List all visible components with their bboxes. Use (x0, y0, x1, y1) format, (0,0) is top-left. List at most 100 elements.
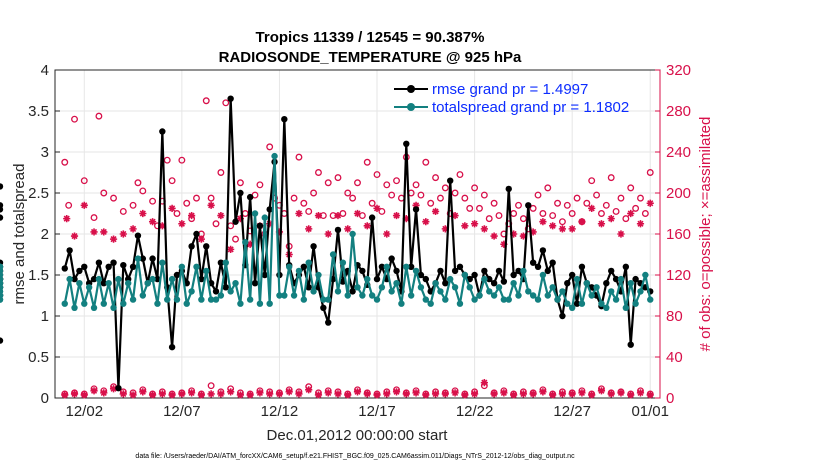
obs-assimilated-marker (129, 391, 137, 399)
obs-assimilated-marker (402, 215, 410, 223)
obs-assimilated-marker (549, 391, 557, 399)
obs-assimilated-marker (275, 228, 284, 236)
rmse-point (486, 275, 493, 283)
legend: rmse grand pr = 1.4997 totalspread grand… (394, 81, 629, 116)
obs-possible-marker (290, 194, 298, 202)
obs-assimilated-marker (314, 211, 323, 220)
obs-assimilated-marker (539, 388, 547, 396)
obs-possible-marker (71, 115, 78, 123)
totalspread-point (456, 300, 464, 307)
rmse-point (544, 267, 551, 275)
obs-assimilated-marker (607, 215, 615, 223)
obs-assimilated-marker (490, 390, 498, 398)
totalspread-point (403, 263, 410, 270)
obs-assimilated-marker (480, 225, 488, 233)
totalspread-point (110, 304, 117, 311)
obs-assimilated-marker (295, 390, 303, 398)
obs-possible-marker (529, 204, 537, 212)
totalspread-point (559, 288, 566, 295)
totalspread-point (237, 300, 244, 307)
y-tick-label-right: 240 (666, 144, 691, 161)
obs-assimilated-marker (109, 385, 118, 393)
obs-possible-marker (412, 181, 420, 189)
obs-possible-marker (378, 207, 386, 215)
obs-assimilated-marker (344, 225, 352, 233)
legend-spread-marker (407, 103, 415, 111)
totalspread-point (583, 280, 591, 287)
y-tick-label-right: 120 (666, 267, 691, 284)
obs-possible-marker (617, 194, 625, 202)
obs-assimilated-marker (431, 207, 440, 216)
obs-assimilated-marker (207, 390, 215, 398)
rmse-point (481, 267, 488, 275)
totalspread-point (276, 292, 283, 299)
totalspread-point (164, 296, 171, 303)
obs-possible-marker (646, 169, 654, 176)
obs-assimilated-marker (412, 389, 420, 397)
totalspread-point (608, 288, 615, 295)
totalspread-point (325, 296, 332, 303)
rmse-point (568, 271, 576, 279)
obs-possible-marker (163, 156, 171, 164)
totalspread-point (0, 284, 4, 291)
totalspread-point (364, 275, 371, 283)
obs-assimilated-marker (588, 391, 596, 399)
obs-assimilated-marker (90, 228, 98, 236)
obs-possible-marker (139, 187, 147, 195)
rmse-point (173, 271, 181, 279)
obs-assimilated-marker (636, 389, 645, 397)
obs-assimilated-marker (305, 225, 313, 233)
totalspread-point (544, 292, 551, 299)
obs-possible-marker (436, 194, 444, 202)
obs-possible-marker (485, 215, 493, 223)
totalspread-point (300, 296, 308, 303)
totalspread-point (339, 259, 347, 266)
obs-possible-marker (90, 214, 98, 222)
totalspread-point (627, 280, 634, 287)
obs-assimilated-marker (627, 209, 635, 218)
obs-assimilated-marker (324, 230, 332, 238)
y-tick-label-left: 3.5 (28, 103, 49, 120)
obs-assimilated-marker (373, 204, 381, 212)
totalspread-point (647, 296, 654, 303)
obs-possible-marker (207, 382, 215, 390)
obs-assimilated-marker (519, 390, 527, 398)
totalspread-point (515, 292, 522, 299)
obs-possible-marker (549, 212, 557, 219)
totalspread-point (100, 300, 107, 307)
chart-title-line2: RADIOSONDE_TEMPERATURE @ 925 hPa (219, 49, 522, 66)
totalspread-point (76, 280, 83, 287)
rmse-point (490, 280, 498, 287)
obs-possible-marker (173, 210, 181, 217)
rmse-point (403, 140, 410, 147)
rmse-point (0, 214, 4, 221)
totalspread-point (525, 288, 532, 295)
obs-possible-marker (422, 158, 430, 166)
series-layer (0, 95, 654, 392)
totalspread-point (598, 300, 605, 307)
totalspread-point (622, 304, 630, 311)
totalspread-point (124, 280, 132, 287)
totalspread-point (95, 275, 103, 283)
y-tick-label-right: 280 (666, 103, 691, 120)
rmse-point (168, 343, 176, 351)
rmse-point (212, 288, 220, 295)
obs-possible-marker (266, 143, 274, 151)
obs-possible-marker (232, 235, 239, 243)
obs-assimilated-marker (236, 215, 245, 223)
obs-possible-marker (178, 156, 186, 164)
rmse-point (456, 263, 464, 270)
obs-assimilated-marker (568, 225, 576, 233)
y-tick-label-left: 4 (41, 62, 49, 79)
rmse-point (300, 263, 308, 270)
obs-possible-marker (519, 215, 527, 223)
rmse-point (154, 275, 161, 283)
obs-possible-marker (349, 194, 357, 202)
obs-assimilated-marker (539, 218, 547, 226)
obs-assimilated-marker (510, 230, 518, 238)
obs-assimilated-marker (168, 204, 176, 212)
obs-possible-marker (602, 201, 610, 209)
obs-assimilated-marker (500, 240, 508, 248)
obs-assimilated-marker (529, 390, 537, 398)
